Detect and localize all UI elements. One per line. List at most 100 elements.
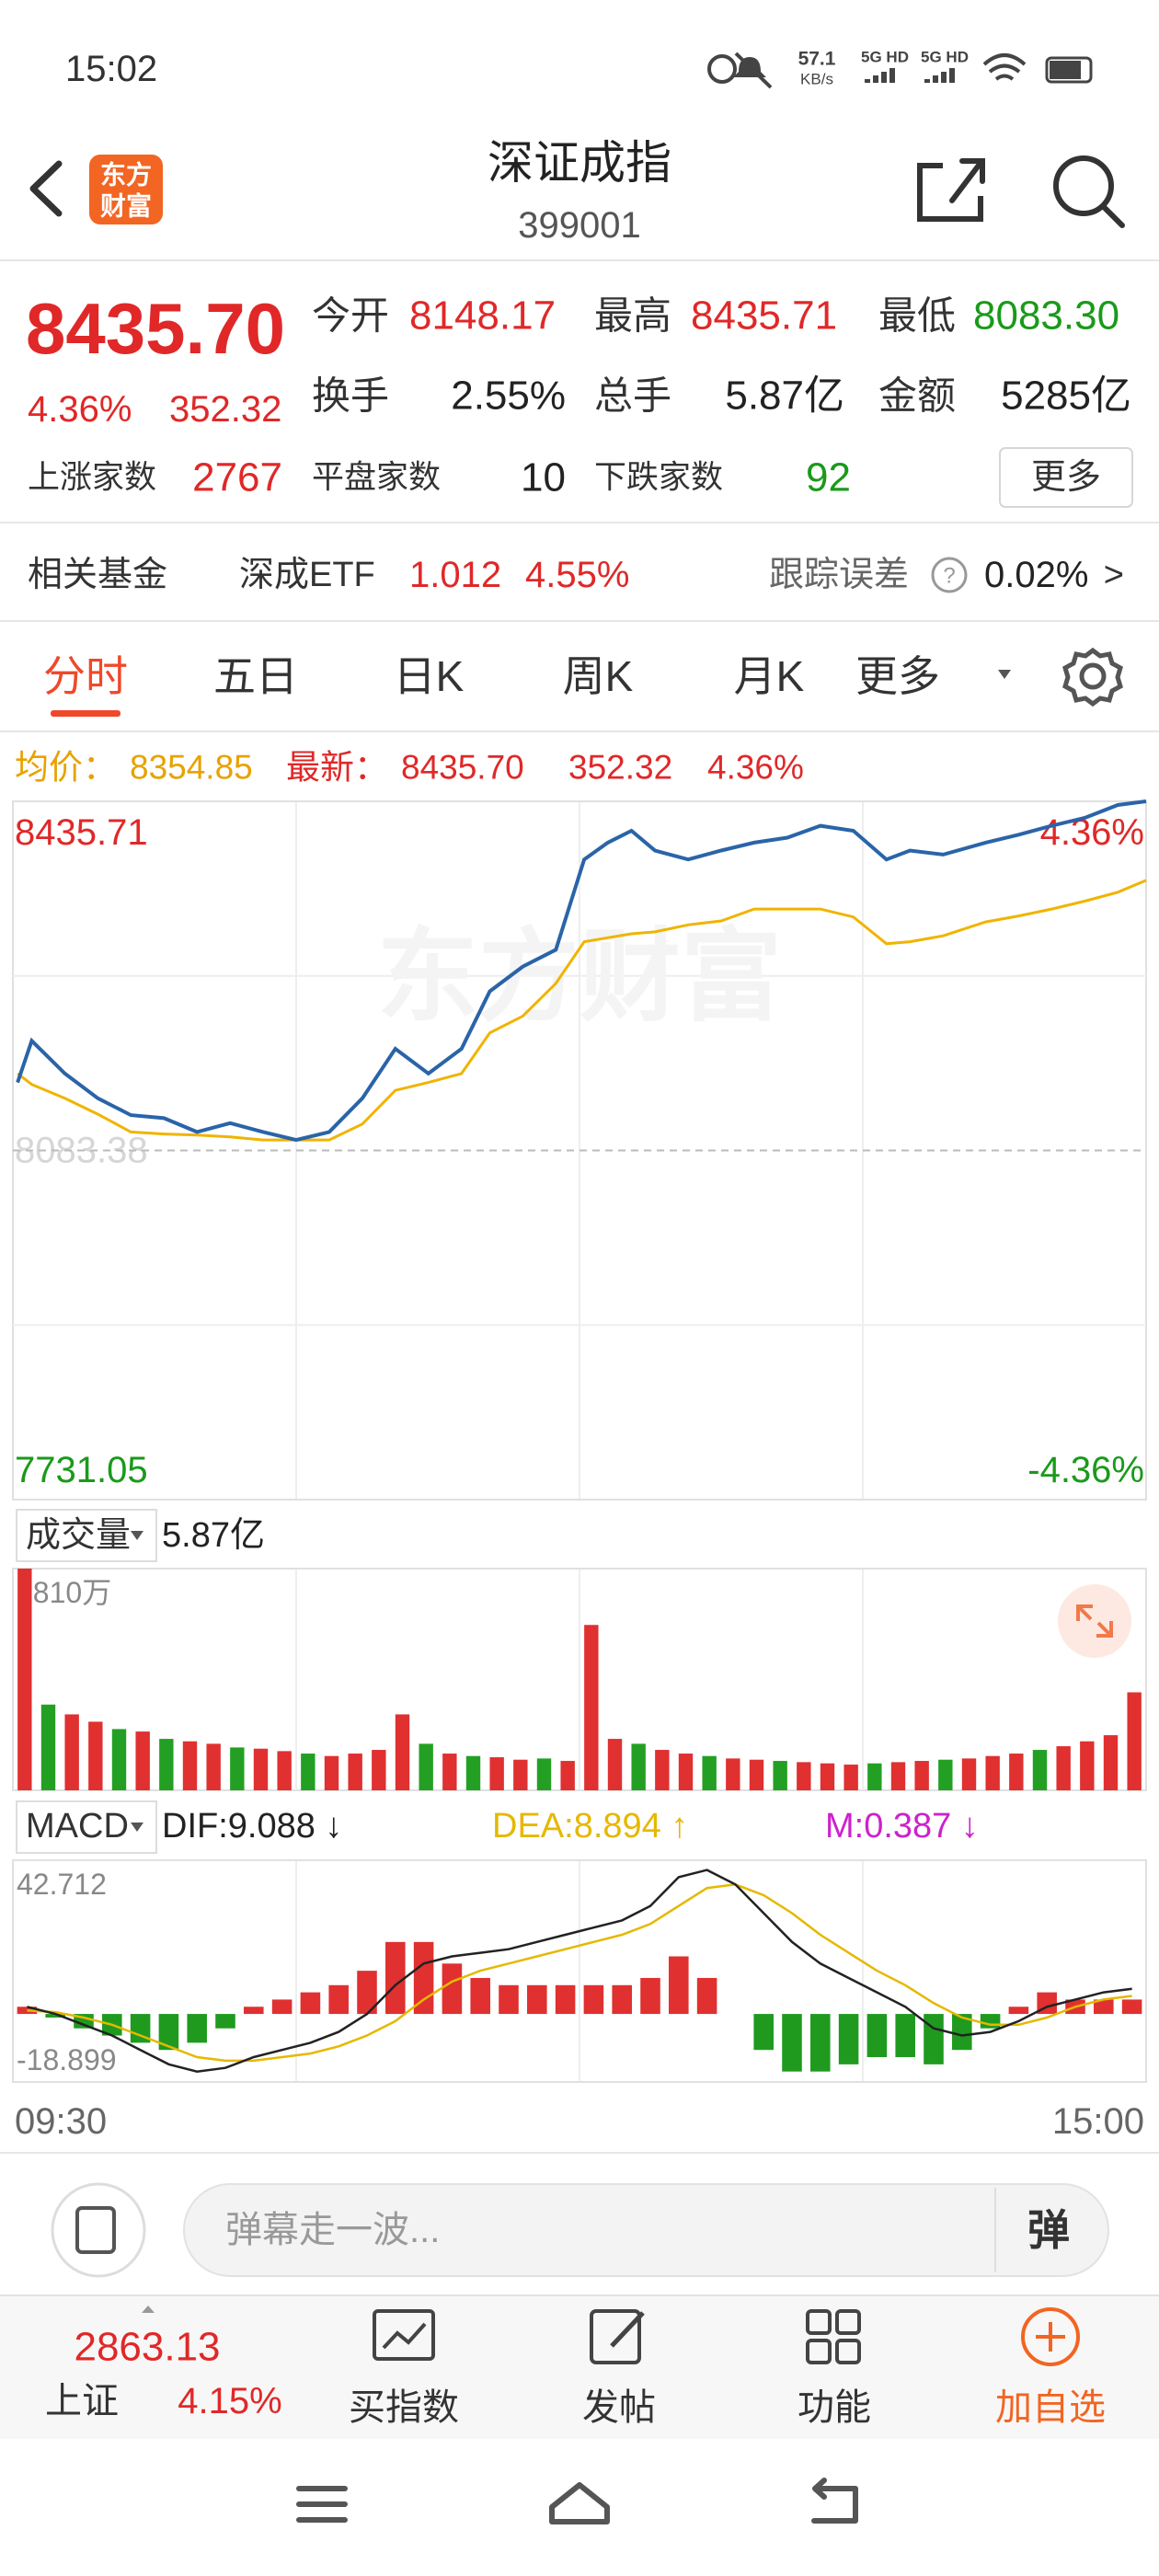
price-axis-label: 8435.71: [15, 812, 148, 853]
macd-histogram-bar: [753, 2014, 774, 2051]
share-box: [917, 163, 983, 222]
volume-bar: [726, 1758, 740, 1790]
volume-bar: [111, 1729, 127, 1790]
field-label: 最高: [594, 294, 671, 338]
volume-selector-label[interactable]: 成交量: [26, 1516, 131, 1555]
volume-axis-label: 1810万: [17, 1576, 111, 1609]
more-button[interactable]: [999, 447, 1133, 508]
volume-bar: [1127, 1692, 1142, 1790]
expand-button[interactable]: [1058, 1584, 1131, 1658]
settings-button[interactable]: [1062, 647, 1123, 707]
volume-bar: [938, 1759, 953, 1790]
last-change-pct: 4.36%: [707, 749, 804, 787]
dif-line: [27, 1869, 1132, 2073]
volume-bar: [1032, 1750, 1048, 1790]
logo-text: 财富: [100, 191, 152, 221]
volume-bar: [513, 1759, 528, 1790]
tab[interactable]: 月K: [734, 652, 805, 700]
index-name: 上证: [45, 2381, 119, 2421]
comment-input[interactable]: [183, 2183, 1109, 2277]
back-button[interactable]: [29, 160, 63, 217]
macd-histogram-bar: [696, 1977, 717, 2015]
avg-value: 8354.85: [130, 749, 253, 787]
search-button[interactable]: [1053, 155, 1125, 228]
volume-bar: [1103, 1735, 1119, 1790]
gear-outline: [1062, 647, 1123, 707]
signal-bar: [924, 79, 930, 83]
macd-histogram-bar: [470, 1977, 490, 2015]
net-speed-unit: KB/s: [800, 71, 833, 88]
function-icon-part: [806, 2339, 832, 2364]
field-label: 下跌家数: [594, 460, 723, 496]
volume-bar: [961, 1758, 977, 1790]
change-amount: 352.32: [169, 389, 281, 430]
pct-axis-label: 4.36%: [1040, 812, 1144, 853]
tab[interactable]: 五日: [213, 652, 298, 700]
app-logo: [89, 155, 163, 224]
macd-histogram-bar: [838, 2014, 859, 2064]
macd-histogram-bar: [215, 2014, 235, 2029]
nav-item[interactable]: 买指数: [349, 2387, 459, 2428]
function-icon-part: [835, 2309, 861, 2335]
volume-bar: [773, 1761, 787, 1790]
fund-arrow[interactable]: >: [1104, 556, 1124, 594]
security-code: 399001: [518, 205, 640, 246]
menu-key[interactable]: [296, 2486, 348, 2523]
indicator-selector-label[interactable]: MACD: [26, 1807, 129, 1846]
field-label: 总手: [594, 374, 671, 418]
volume-bar: [655, 1750, 670, 1790]
dropdown-arrow: [131, 1823, 143, 1832]
signal-bar: [873, 75, 878, 83]
nav-item[interactable]: 功能: [798, 2387, 871, 2428]
volume-bar: [702, 1755, 717, 1790]
macd-histogram-bar: [952, 2014, 972, 2051]
volume-bar: [40, 1704, 56, 1790]
back-key[interactable]: [811, 2478, 858, 2524]
volume-bar: [489, 1757, 504, 1790]
macd-histogram-bar: [357, 1971, 377, 2015]
more-button-label[interactable]: 更多: [1031, 458, 1101, 497]
field-label: 最低: [878, 294, 956, 338]
nav-item[interactable]: 发帖: [582, 2387, 656, 2428]
field-value: 8083.30: [973, 293, 1119, 339]
add-plus: [1036, 2322, 1065, 2352]
tab[interactable]: 分时: [43, 652, 128, 700]
tab[interactable]: 日K: [394, 652, 465, 700]
volume-selector[interactable]: [16, 1509, 157, 1562]
tab-underline: [51, 710, 120, 717]
macd-histogram-bar: [980, 2014, 1001, 2029]
nav-item[interactable]: 加自选: [995, 2387, 1106, 2428]
macd-histogram-bar: [612, 1984, 632, 2015]
last-value: 8435.70: [401, 749, 524, 787]
macd-histogram-bar: [895, 2014, 915, 2058]
volume-bar: [607, 1739, 623, 1790]
macd-histogram-bar: [782, 2014, 802, 2072]
field-value: 8148.17: [409, 293, 556, 339]
alarm-icon: [707, 54, 737, 84]
last-price: 8435.70: [26, 288, 285, 369]
comment-placeholder[interactable]: 弹幕走一波...: [225, 2210, 440, 2250]
tab[interactable]: 更多: [855, 652, 940, 700]
fund-name[interactable]: 深成ETF: [239, 556, 375, 594]
buy-index-chart: [382, 2322, 427, 2350]
tab[interactable]: 周K: [563, 652, 634, 700]
buy-index-icon[interactable]: [373, 2309, 435, 2361]
help-icon[interactable]: [931, 557, 968, 593]
indicator-selector[interactable]: [16, 1800, 157, 1854]
barrage-settings-button[interactable]: [51, 2182, 146, 2278]
add-watchlist-icon[interactable]: [1021, 2307, 1080, 2366]
volume-bar: [465, 1755, 481, 1790]
dea-line: [27, 1883, 1132, 2063]
share-button[interactable]: [917, 158, 985, 222]
volume-total: 5.87亿: [162, 1516, 265, 1555]
field-label: 平盘家数: [312, 460, 441, 496]
barrage-button[interactable]: 弹: [1027, 2206, 1070, 2254]
home-key[interactable]: [549, 2482, 610, 2524]
volume-bar: [797, 1762, 811, 1790]
wifi-icon: [982, 53, 1027, 81]
volume-bar: [678, 1754, 694, 1790]
index-price[interactable]: 2863.13: [74, 2325, 220, 2370]
post-icon[interactable]: [590, 2309, 641, 2364]
signal-bar: [941, 72, 947, 83]
function-icon[interactable]: [806, 2309, 832, 2335]
